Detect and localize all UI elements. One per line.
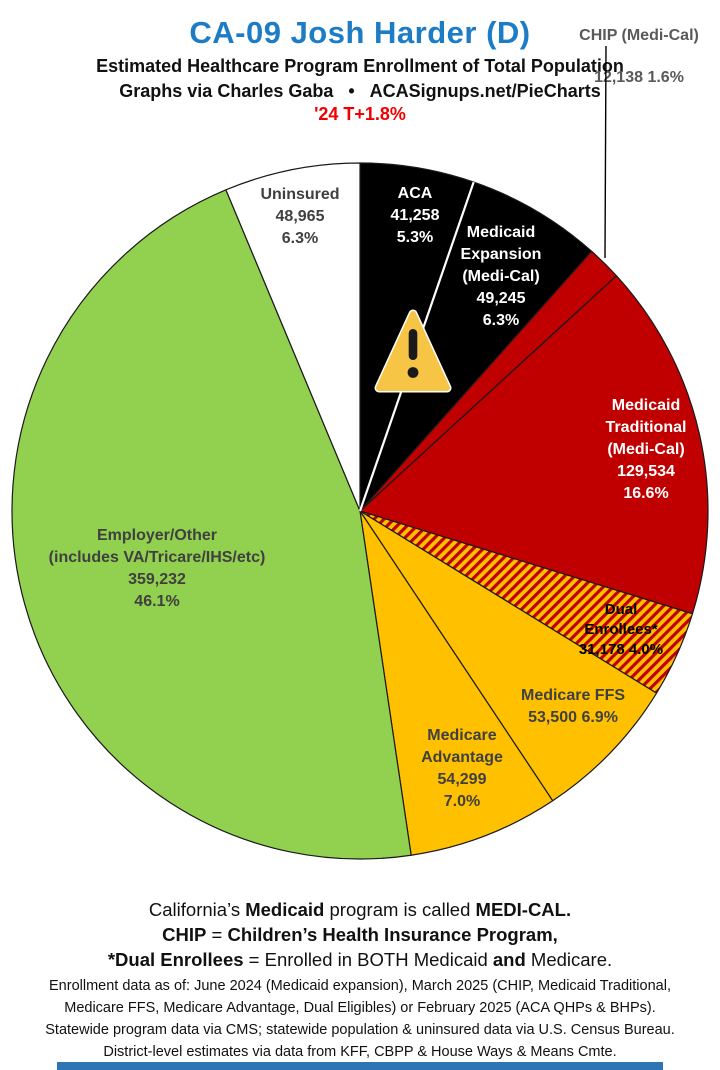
pie-slice-medicaid-expansion-medi-cal	[359, 181, 593, 512]
slice-label-medicare-advantage: Medicare Advantage 54,299 7.0%	[421, 727, 503, 810]
footnote-chip-definition: CHIP = Children’s Health Insurance Progr…	[162, 924, 558, 945]
fine-print-line-2: Medicare FFS, Medicare Advantage, Dual E…	[64, 1000, 656, 1016]
warning-triangle-icon	[374, 309, 452, 393]
exclamation-bar	[408, 329, 418, 360]
pie-slice-employer-other-includes-va-tricare-ihs-etc	[11, 189, 412, 860]
slice-label-dual-enrollees: Dual Enrollees* 31,178 4.0%	[578, 601, 664, 658]
pie-slice-medicaid-traditional-medi-cal	[359, 275, 709, 615]
footnote-dual-definition: *Dual Enrollees = Enrolled in BOTH Medic…	[107, 949, 613, 970]
fine-print-line-3: Statewide program data via CMS; statewid…	[45, 1022, 675, 1038]
chip-callout-connector-line	[604, 45, 607, 259]
page-title: CA-09 Josh Harder (D)	[189, 15, 531, 50]
pie-slice-uninsured	[225, 162, 361, 512]
trend-note: '24 T+1.8%	[314, 104, 406, 124]
attribution-byline: Graphs via Charles Gaba • ACASignups.net…	[119, 81, 601, 101]
slice-label-medicaid-traditional: Medicaid Traditional (Medi-Cal) 129,534 …	[605, 397, 687, 502]
chip-callout-title: CHIP (Medi-Cal)	[579, 27, 699, 44]
footnote-medicaid-name: California’s Medicaid program is called …	[148, 899, 572, 920]
footer-accent-bar	[57, 1062, 663, 1070]
slice-label-aca: ACA 41,258 5.3%	[390, 185, 440, 246]
chart-subtitle: Estimated Healthcare Program Enrollment …	[96, 56, 624, 76]
pie-slice-medicare-ffs	[359, 510, 658, 802]
slice-label-medicare-ffs: Medicare FFS 53,500 6.9%	[520, 687, 626, 726]
slice-label-uninsured: Uninsured 48,965 6.3%	[260, 186, 340, 247]
exclamation-dot	[407, 367, 419, 378]
fine-print-line-1: Enrollment data as of: June 2024 (Medica…	[49, 978, 671, 994]
pie-slices	[11, 162, 709, 860]
slice-label-medicaid-expansion: Medicaid Expansion (Medi-Cal) 49,245 6.3…	[460, 224, 542, 329]
slice-label-employer-other: Employer/Other (includes VA/Tricare/IHS/…	[48, 527, 266, 610]
fine-print-line-4: District-level estimates via data from K…	[103, 1044, 617, 1060]
pie-slice-medicare-advantage	[359, 510, 554, 856]
